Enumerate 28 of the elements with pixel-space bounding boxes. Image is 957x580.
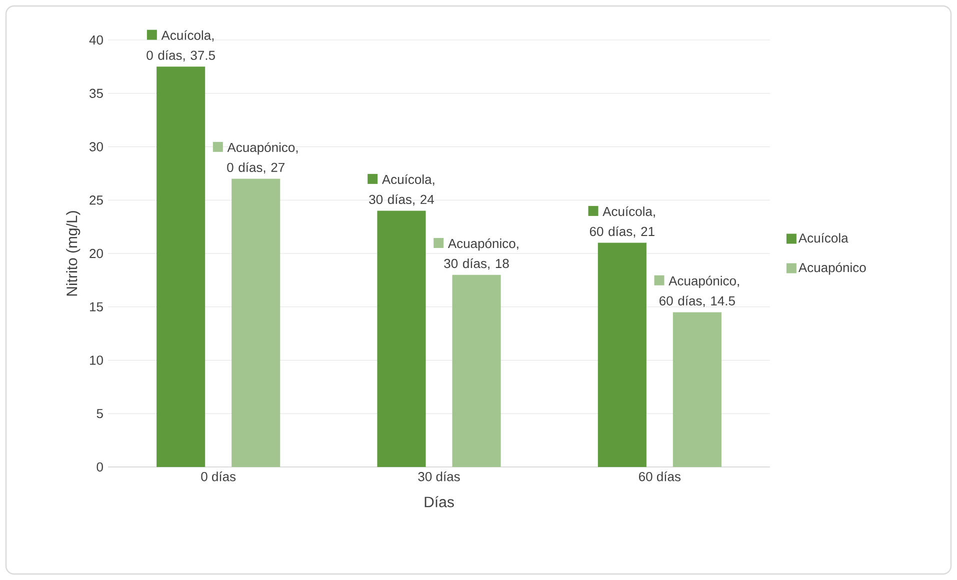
data-label: Acuícola, 0 días, 37.5 — [146, 30, 215, 62]
bar — [156, 66, 206, 467]
y-tick-label: 30 — [90, 142, 103, 152]
data-label: Acuapónico, 30 días, 18 — [444, 238, 518, 270]
bar — [672, 312, 722, 467]
x-tick-label: 0 días — [201, 472, 236, 482]
y-tick-label: 25 — [90, 196, 103, 205]
data-label: Acuícola, 60 días, 21 — [590, 206, 655, 238]
y-tick-label: 5 — [96, 409, 103, 418]
bar — [377, 210, 426, 467]
data-label: Acuapónico, 60 días, 14.5 — [660, 276, 739, 307]
bar — [232, 178, 280, 467]
y-tick-label: 20 — [90, 248, 103, 258]
data-label: Acuícola, 30 días, 24 — [369, 174, 434, 206]
y-tick-label: 35 — [90, 88, 103, 98]
y-tick-label: 40 — [89, 35, 103, 45]
legend-label: Acuícola — [798, 232, 848, 243]
y-axis-title: Nitrito (mg/L) — [66, 211, 80, 296]
x-tick-label: 60 días — [639, 472, 681, 482]
data-label: Acuapónico, 0 días, 27 — [227, 142, 298, 174]
x-axis-title: Días — [424, 496, 454, 508]
y-tick-label: 15 — [90, 302, 103, 312]
x-tick-label: 30 días — [418, 472, 460, 482]
bar — [598, 242, 646, 467]
y-tick-label: 10 — [90, 356, 103, 365]
legend-label: Acuapónico — [798, 262, 866, 275]
y-tick-label: 0 — [96, 462, 103, 472]
bar — [452, 274, 501, 467]
